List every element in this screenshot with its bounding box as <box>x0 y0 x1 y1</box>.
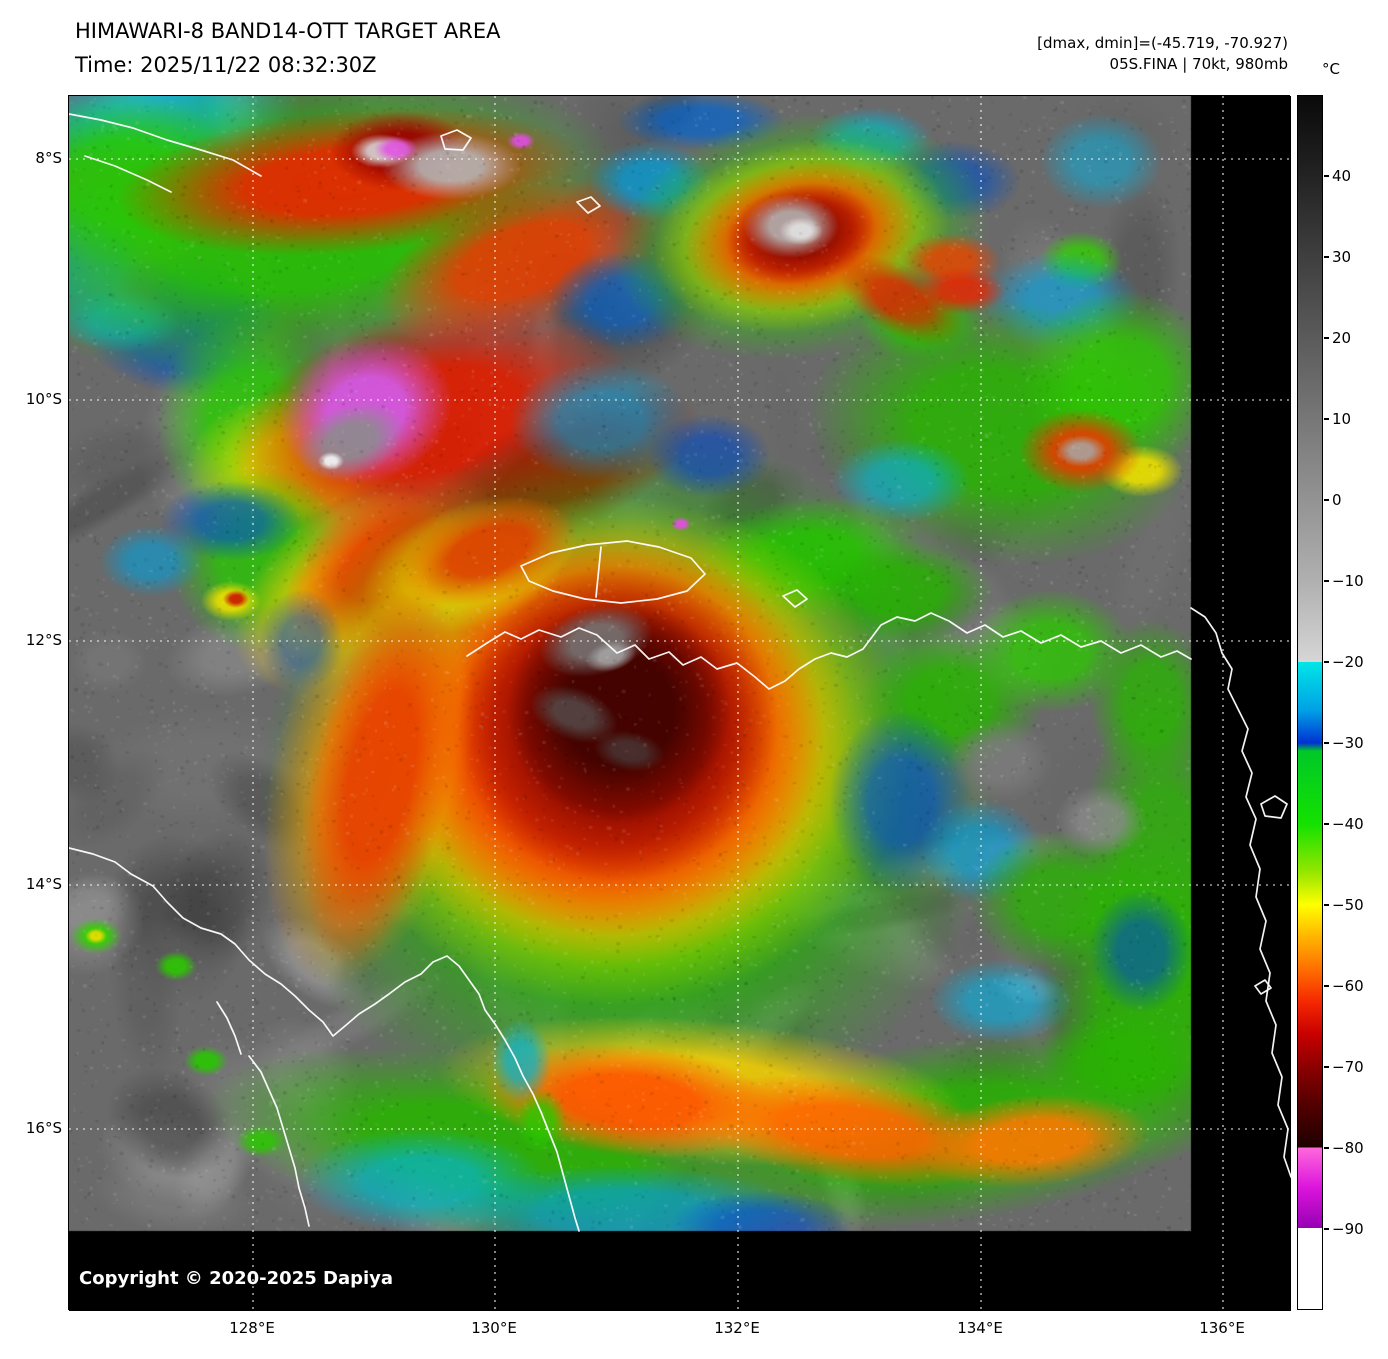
colorbar-tick <box>1324 418 1329 420</box>
colorbar-tick-label: 20 <box>1332 329 1352 347</box>
lat-axis-label: 12°S <box>25 631 62 649</box>
colorbar-tick <box>1324 580 1329 582</box>
coastline <box>1254 979 1272 995</box>
colorbar-tick-label: −10 <box>1332 572 1364 590</box>
colorbar-tick <box>1324 985 1329 987</box>
dmax-dmin-label: [dmax, dmin]=(-45.719, -70.927) <box>1037 34 1288 52</box>
coastline <box>1260 795 1288 819</box>
colorbar-tick-label: −90 <box>1332 1220 1364 1238</box>
colorbar-tick-label: −60 <box>1332 977 1364 995</box>
page-title: HIMAWARI-8 BAND14-OTT TARGET AREA <box>75 19 501 43</box>
map-overlay <box>69 96 1291 1311</box>
colorbar-tick-label: 30 <box>1332 248 1352 266</box>
coastline <box>1190 607 1291 1178</box>
lon-axis-label: 132°E <box>714 1319 760 1337</box>
colorbar-tick <box>1324 175 1329 177</box>
colorbar-tick <box>1324 661 1329 663</box>
colorbar-tick <box>1324 1228 1329 1230</box>
map-area: Copyright © 2020-2025 Dapiya <box>68 95 1291 1311</box>
colorbar-tick <box>1324 904 1329 906</box>
colorbar-tick-label: −40 <box>1332 815 1364 833</box>
copyright-label: Copyright © 2020-2025 Dapiya <box>79 1268 394 1289</box>
header-right: [dmax, dmin]=(-45.719, -70.927) 05S.FINA… <box>1037 33 1288 75</box>
colorbar-tick-label: 40 <box>1332 167 1352 185</box>
colorbar-tick-label: −50 <box>1332 896 1364 914</box>
coastline <box>466 612 1192 690</box>
colorbar-tick-label: −70 <box>1332 1058 1364 1076</box>
lon-axis-label: 130°E <box>471 1319 517 1337</box>
colorbar-tick-label: −30 <box>1332 734 1364 752</box>
header: HIMAWARI-8 BAND14-OTT TARGET AREA Time: … <box>75 14 501 82</box>
colorbar-tick <box>1324 499 1329 501</box>
coastline <box>520 540 706 604</box>
colorbar-tick <box>1324 256 1329 258</box>
coastline <box>440 129 472 151</box>
lat-axis-label: 16°S <box>25 1119 62 1137</box>
colorbar-tick <box>1324 823 1329 825</box>
colorbar-tick <box>1324 1066 1329 1068</box>
colorbar-tick <box>1324 742 1329 744</box>
coastline <box>69 847 580 1232</box>
coastline <box>248 1055 310 1227</box>
colorbar-tick <box>1324 337 1329 339</box>
coastline <box>595 546 602 598</box>
lat-axis-label: 14°S <box>25 875 62 893</box>
coastline <box>69 113 262 177</box>
colorbar-tick <box>1324 1147 1329 1149</box>
lon-axis-label: 128°E <box>229 1319 275 1337</box>
coastline <box>576 196 601 214</box>
colorbar-tick-label: −20 <box>1332 653 1364 671</box>
lon-axis-label: 136°E <box>1199 1319 1245 1337</box>
colorbar-unit-label: °C <box>1322 60 1340 78</box>
lat-axis-label: 10°S <box>25 390 62 408</box>
lon-axis-label: 134°E <box>957 1319 1003 1337</box>
colorbar-tick-label: 0 <box>1332 491 1342 509</box>
coastline <box>216 1001 242 1055</box>
time-label: Time: 2025/11/22 08:32:30Z <box>75 53 377 77</box>
colorbar-tick-label: −80 <box>1332 1139 1364 1157</box>
colorbar <box>1297 95 1323 1310</box>
lat-axis-label: 8°S <box>35 149 62 167</box>
colorbar-tick-label: 10 <box>1332 410 1352 428</box>
satellite-image <box>69 96 1291 1311</box>
storm-info-label: 05S.FINA | 70kt, 980mb <box>1109 55 1288 73</box>
coastline <box>84 155 172 193</box>
coastline <box>782 589 808 608</box>
